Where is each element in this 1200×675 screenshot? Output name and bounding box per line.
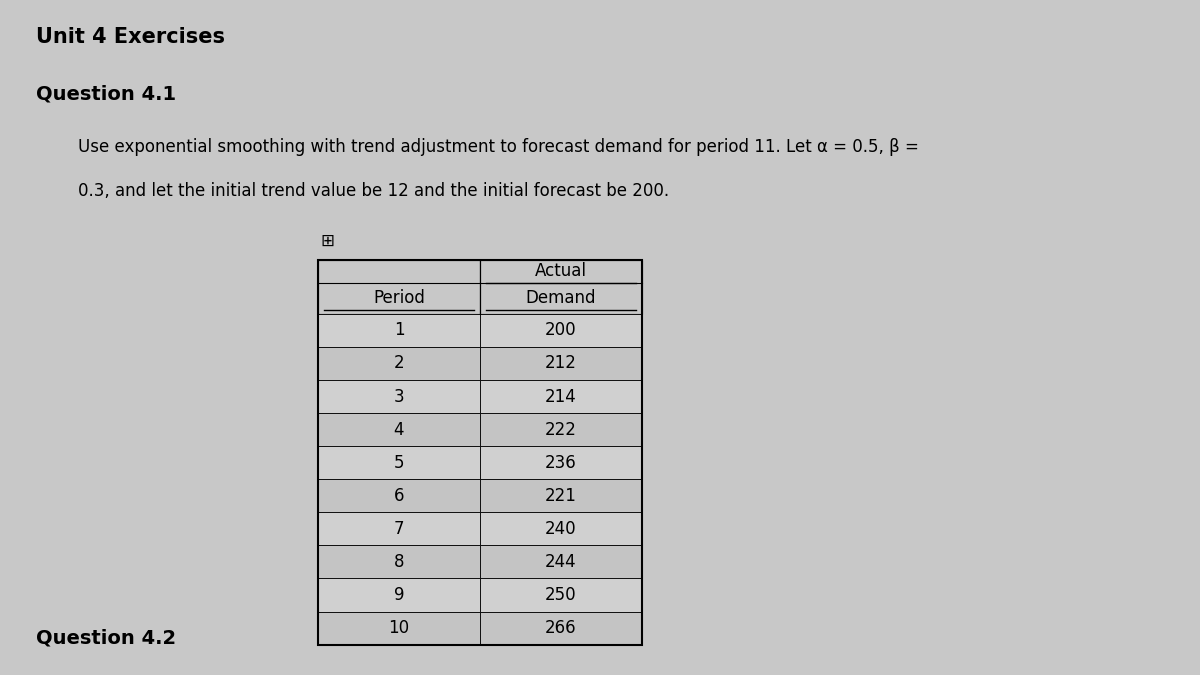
Text: 212: 212 <box>545 354 577 373</box>
Bar <box>480 612 642 645</box>
Text: Demand: Demand <box>526 289 596 307</box>
Bar <box>480 314 642 347</box>
Bar <box>480 413 642 446</box>
Text: 221: 221 <box>545 487 577 505</box>
Text: Unit 4 Exercises: Unit 4 Exercises <box>36 27 226 47</box>
Bar <box>480 347 642 380</box>
Text: 3: 3 <box>394 387 404 406</box>
Text: Question 4.1: Question 4.1 <box>36 84 176 103</box>
Text: 266: 266 <box>545 619 577 637</box>
Text: 250: 250 <box>545 586 577 604</box>
Bar <box>480 512 642 545</box>
Text: 9: 9 <box>394 586 404 604</box>
Text: 2: 2 <box>394 354 404 373</box>
Bar <box>318 578 480 612</box>
Text: 6: 6 <box>394 487 404 505</box>
Text: Question 4.2: Question 4.2 <box>36 629 176 648</box>
Bar <box>480 578 642 612</box>
Bar <box>318 380 480 413</box>
Bar <box>318 512 480 545</box>
Bar <box>318 612 480 645</box>
Bar <box>318 446 480 479</box>
Bar <box>318 347 480 380</box>
Text: ⊞: ⊞ <box>320 232 335 250</box>
Text: 1: 1 <box>394 321 404 340</box>
Text: 8: 8 <box>394 553 404 571</box>
Text: 222: 222 <box>545 421 577 439</box>
Text: Period: Period <box>373 289 425 307</box>
Text: 200: 200 <box>545 321 577 340</box>
Text: 236: 236 <box>545 454 577 472</box>
Bar <box>318 413 480 446</box>
Bar <box>318 545 480 578</box>
Text: 244: 244 <box>545 553 577 571</box>
Bar <box>480 545 642 578</box>
Text: 4: 4 <box>394 421 404 439</box>
Bar <box>318 479 480 512</box>
Text: 10: 10 <box>389 619 409 637</box>
Text: Use exponential smoothing with trend adjustment to forecast demand for period 11: Use exponential smoothing with trend adj… <box>78 138 919 157</box>
Text: 5: 5 <box>394 454 404 472</box>
Text: 240: 240 <box>545 520 577 538</box>
Text: 7: 7 <box>394 520 404 538</box>
Text: 0.3, and let the initial trend value be 12 and the initial forecast be 200.: 0.3, and let the initial trend value be … <box>78 182 670 200</box>
Bar <box>480 260 642 314</box>
Bar <box>318 260 642 645</box>
Bar <box>318 314 480 347</box>
Text: 214: 214 <box>545 387 577 406</box>
Bar <box>480 479 642 512</box>
Bar <box>480 446 642 479</box>
Bar <box>480 380 642 413</box>
Bar <box>318 260 480 314</box>
Text: Actual: Actual <box>535 262 587 280</box>
